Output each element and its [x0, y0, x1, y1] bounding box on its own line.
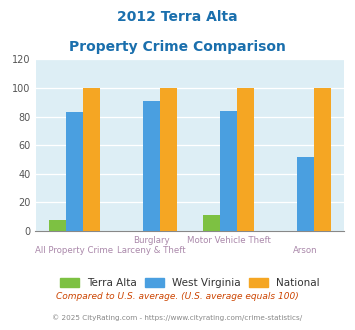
Bar	[49, 219, 66, 231]
Text: Larceny & Theft: Larceny & Theft	[117, 246, 186, 255]
Bar	[297, 157, 314, 231]
Text: Burglary: Burglary	[133, 236, 170, 245]
Bar	[66, 112, 83, 231]
Bar	[160, 88, 177, 231]
Bar	[83, 88, 100, 231]
Text: 2012 Terra Alta: 2012 Terra Alta	[117, 10, 238, 24]
Bar	[203, 215, 220, 231]
Legend: Terra Alta, West Virginia, National: Terra Alta, West Virginia, National	[56, 274, 324, 292]
Text: Compared to U.S. average. (U.S. average equals 100): Compared to U.S. average. (U.S. average …	[56, 292, 299, 301]
Text: Arson: Arson	[294, 246, 318, 255]
Bar	[314, 88, 331, 231]
Text: Property Crime Comparison: Property Crime Comparison	[69, 40, 286, 53]
Text: © 2025 CityRating.com - https://www.cityrating.com/crime-statistics/: © 2025 CityRating.com - https://www.city…	[53, 314, 302, 321]
Text: Motor Vehicle Theft: Motor Vehicle Theft	[187, 236, 271, 245]
Bar	[143, 101, 160, 231]
Text: All Property Crime: All Property Crime	[35, 246, 113, 255]
Bar	[220, 111, 237, 231]
Bar	[237, 88, 254, 231]
